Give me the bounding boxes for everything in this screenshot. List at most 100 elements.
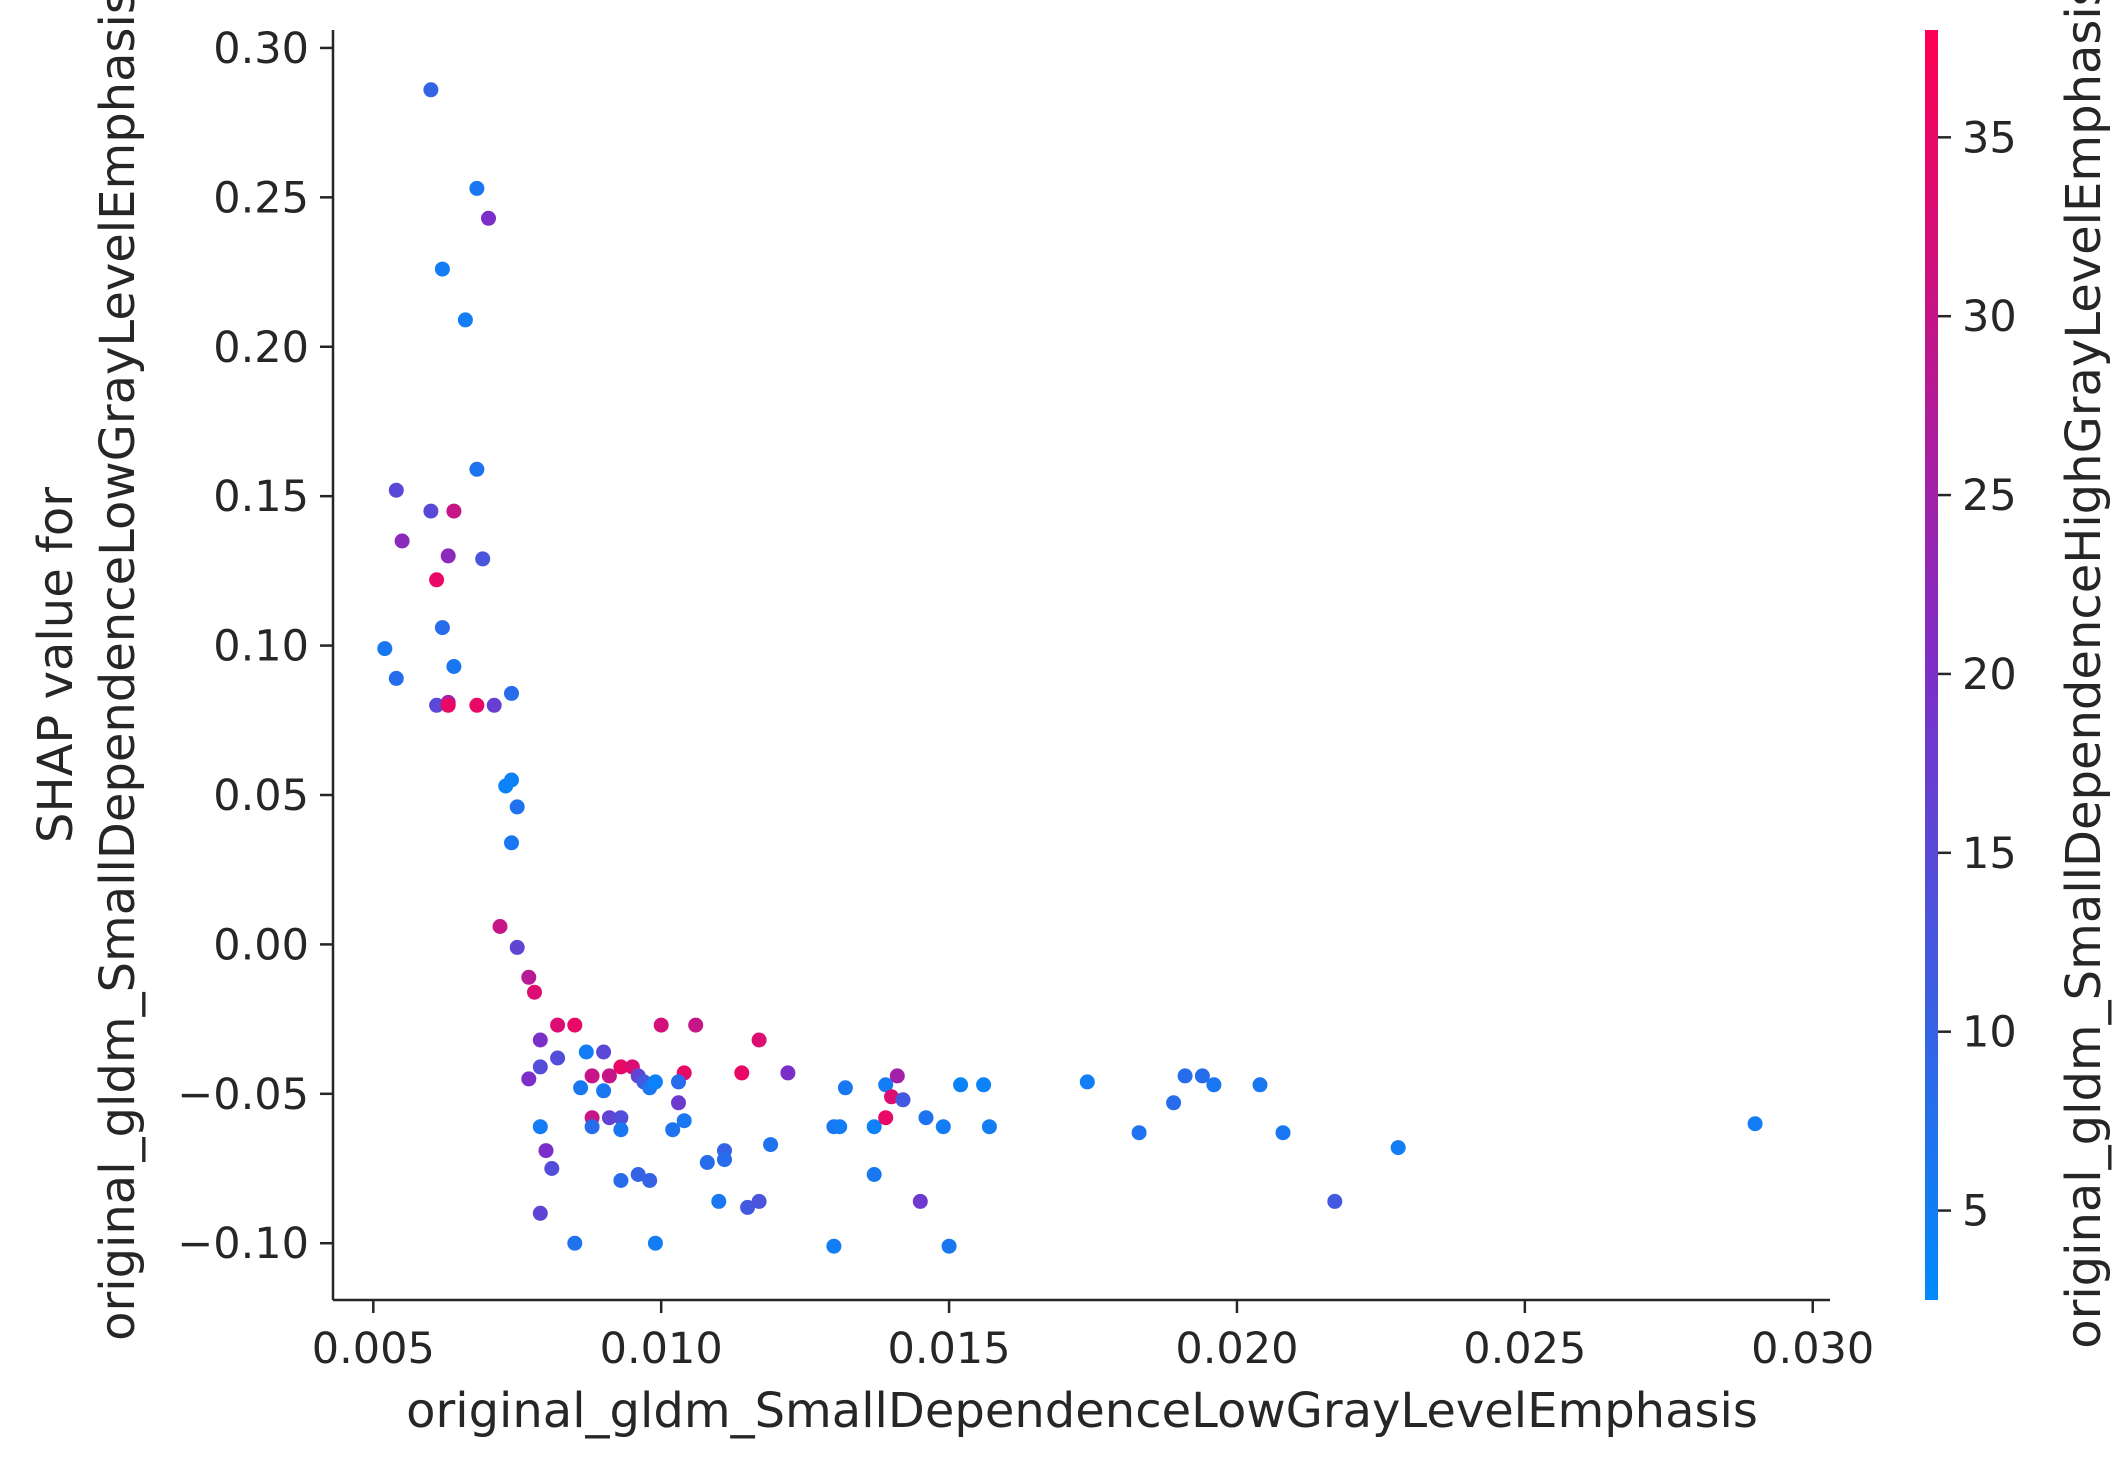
scatter-point-31 xyxy=(550,1017,566,1033)
colorbar-tick-label-5: 30 xyxy=(1962,292,2017,342)
scatter-point-66 xyxy=(671,1074,686,1090)
scatter-point-91 xyxy=(912,1193,928,1209)
scatter-point-108 xyxy=(1747,1116,1763,1132)
y-axis-ticks: 0.30 0.25 0.20 0.15 0.10 0.05 0.00 −0.05 −0.10 xyxy=(177,24,333,1269)
x-tick-label-3: 0.020 xyxy=(1175,1324,1298,1374)
scatter-point-16 xyxy=(388,670,404,686)
colorbar-tick-label-1: 10 xyxy=(1962,1008,2017,1058)
scatter-point-54 xyxy=(532,1119,548,1135)
scatter-point-39 xyxy=(613,1059,629,1075)
scatter-point-20 xyxy=(440,697,456,713)
scatter-point-69 xyxy=(676,1113,692,1129)
scatter-points xyxy=(377,82,1763,1254)
y-axis-title-line1: SHAP value for xyxy=(28,487,84,843)
colorbar-title: original_gldm_SmallDependenceHighGrayLev… xyxy=(2056,0,2112,1349)
scatter-point-8 xyxy=(446,503,462,519)
y-tick-label-8: −0.10 xyxy=(177,1219,309,1269)
x-tick-label-2: 0.015 xyxy=(888,1324,1011,1374)
scatter-point-46 xyxy=(647,1074,663,1090)
y-axis-title-line2: original_gldm_SmallDependenceLowGrayLeve… xyxy=(90,0,146,1341)
scatter-point-30 xyxy=(527,984,542,1000)
scatter-point-11 xyxy=(475,551,491,567)
scatter-point-41 xyxy=(601,1068,617,1084)
scatter-point-90 xyxy=(895,1092,911,1108)
scatter-point-34 xyxy=(532,1059,548,1075)
scatter-point-6 xyxy=(388,482,404,498)
scatter-point-27 xyxy=(492,919,508,934)
scatter-point-81 xyxy=(832,1119,848,1135)
colorbar-tick-label-6: 35 xyxy=(1962,113,2017,163)
scatter-point-85 xyxy=(866,1167,882,1182)
scatter-point-58 xyxy=(567,1235,583,1251)
scatter-point-96 xyxy=(976,1077,992,1093)
scatter-point-83 xyxy=(826,1238,842,1254)
y-tick-label-3: 0.15 xyxy=(213,472,309,522)
scatter-point-105 xyxy=(1275,1125,1291,1141)
scatter-point-7 xyxy=(423,503,439,519)
scatter-point-55 xyxy=(538,1143,554,1159)
scatter-point-72 xyxy=(717,1152,732,1168)
scatter-point-100 xyxy=(1166,1095,1182,1111)
y-tick-label-4: 0.10 xyxy=(213,622,309,672)
scatter-point-4 xyxy=(457,312,473,328)
scatter-point-25 xyxy=(509,799,525,815)
y-tick-label-6: 0.00 xyxy=(213,920,309,970)
scatter-point-38 xyxy=(596,1044,612,1060)
scatter-point-51 xyxy=(613,1110,629,1126)
scatter-point-98 xyxy=(1079,1074,1095,1090)
scatter-point-28 xyxy=(509,939,525,955)
scatter-point-79 xyxy=(763,1137,779,1153)
scatter-point-15 xyxy=(446,659,462,674)
scatter-point-57 xyxy=(532,1205,548,1221)
scatter-point-104 xyxy=(1252,1077,1268,1093)
scatter-point-42 xyxy=(584,1068,600,1084)
scatter-point-75 xyxy=(751,1193,767,1209)
scatter-point-9 xyxy=(394,533,410,549)
colorbar-ticks: 5 10 15 20 25 30 35 xyxy=(1938,113,2017,1237)
scatter-point-0 xyxy=(423,82,439,98)
scatter-point-89 xyxy=(889,1068,905,1084)
scatter-point-60 xyxy=(630,1167,646,1182)
scatter-point-59 xyxy=(613,1173,629,1188)
scatter-point-5 xyxy=(469,461,485,477)
scatter-point-35 xyxy=(521,1071,537,1087)
y-tick-label-0: 0.30 xyxy=(213,24,309,74)
scatter-point-103 xyxy=(1206,1077,1222,1093)
x-tick-label-4: 0.025 xyxy=(1463,1324,1586,1374)
scatter-point-18 xyxy=(429,697,445,713)
scatter-point-67 xyxy=(671,1095,686,1111)
scatter-point-10 xyxy=(440,548,456,564)
scatter-point-26 xyxy=(504,835,519,851)
scatter-point-101 xyxy=(1177,1068,1193,1084)
scatter-point-106 xyxy=(1327,1193,1343,1209)
scatter-point-74 xyxy=(740,1199,756,1215)
scatter-point-84 xyxy=(866,1119,882,1135)
scatter-point-47 xyxy=(573,1080,589,1096)
scatter-point-33 xyxy=(532,1032,548,1048)
scatter-point-68 xyxy=(665,1122,681,1138)
colorbar-tick-label-2: 15 xyxy=(1962,829,2017,879)
x-tick-label-5: 0.030 xyxy=(1751,1324,1874,1374)
scatter-point-1 xyxy=(469,180,485,196)
y-tick-label-1: 0.25 xyxy=(213,173,309,223)
scatter-point-48 xyxy=(596,1083,612,1099)
scatter-point-82 xyxy=(837,1080,853,1096)
scatter-point-86 xyxy=(878,1110,894,1126)
scatter-point-56 xyxy=(544,1161,560,1176)
scatter-point-24 xyxy=(498,778,514,794)
scatter-point-12 xyxy=(429,572,445,588)
y-tick-label-2: 0.20 xyxy=(213,323,309,373)
scatter-point-99 xyxy=(1131,1125,1147,1141)
scatter-point-61 xyxy=(642,1173,658,1188)
scatter-point-3 xyxy=(434,261,450,277)
colorbar-tick-label-4: 25 xyxy=(1962,471,2017,521)
x-tick-label-0: 0.005 xyxy=(312,1324,435,1374)
scatter-point-64 xyxy=(688,1017,704,1033)
scatter-point-53 xyxy=(613,1122,629,1138)
scatter-point-70 xyxy=(699,1155,715,1170)
scatter-point-73 xyxy=(711,1193,727,1209)
scatter-point-97 xyxy=(981,1119,997,1135)
scatter-point-92 xyxy=(918,1110,934,1126)
scatter-point-76 xyxy=(734,1065,750,1081)
